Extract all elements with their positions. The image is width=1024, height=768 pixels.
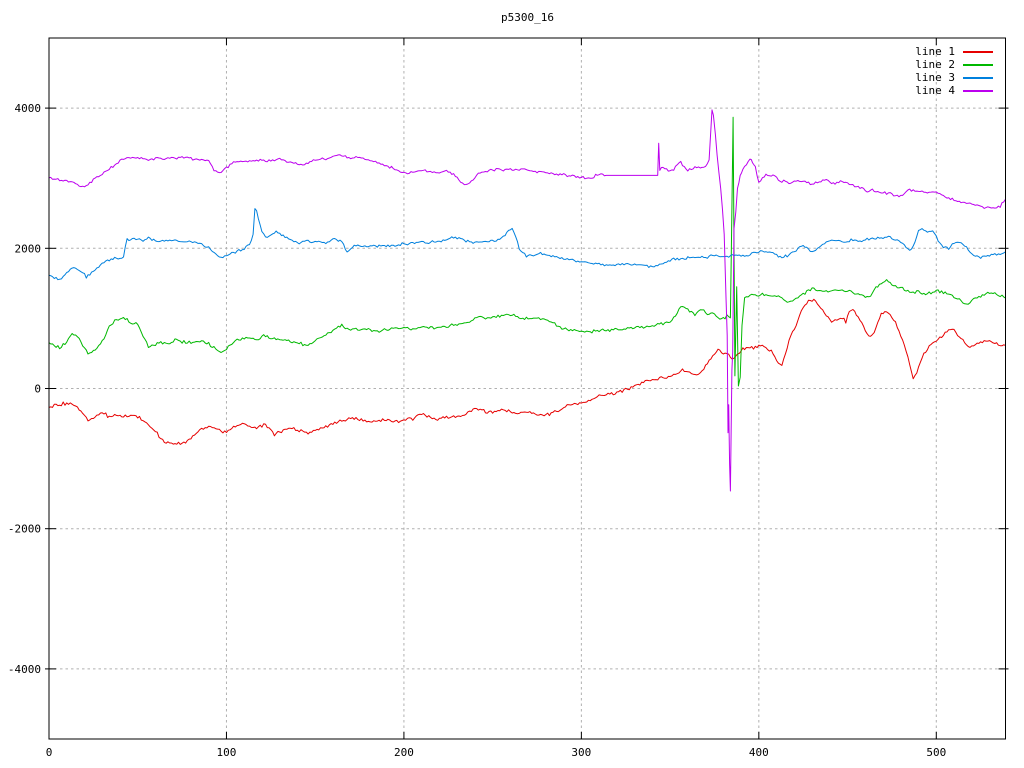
y-tick-label: 4000 bbox=[15, 102, 42, 115]
legend-label: line 1 bbox=[915, 45, 955, 58]
x-tick-label: 500 bbox=[926, 746, 946, 759]
legend-line-sample bbox=[963, 76, 993, 79]
x-tick-label: 0 bbox=[46, 746, 53, 759]
series-line-3 bbox=[48, 208, 1006, 281]
legend-label: line 3 bbox=[915, 71, 955, 84]
legend-line-sample bbox=[963, 89, 993, 92]
legend-label: line 4 bbox=[915, 84, 955, 97]
legend: line 1 line 2 line 3 line 4 bbox=[915, 45, 993, 97]
y-tick-label: -4000 bbox=[8, 663, 41, 676]
x-tick-label: 400 bbox=[749, 746, 769, 759]
series-line-2 bbox=[48, 116, 1006, 387]
legend-line-sample bbox=[963, 50, 993, 53]
legend-entry: line 4 bbox=[915, 84, 993, 97]
y-tick-label: 0 bbox=[34, 383, 41, 396]
x-tick-label: 100 bbox=[217, 746, 237, 759]
legend-entry: line 2 bbox=[915, 58, 993, 71]
legend-label: line 2 bbox=[915, 58, 955, 71]
legend-line-sample bbox=[963, 63, 993, 66]
legend-entry: line 1 bbox=[915, 45, 993, 58]
y-tick-label: 2000 bbox=[15, 242, 42, 255]
series-line-1 bbox=[48, 298, 1006, 445]
legend-entry: line 3 bbox=[915, 71, 993, 84]
x-tick-label: 300 bbox=[571, 746, 591, 759]
y-tick-label: -2000 bbox=[8, 523, 41, 536]
series-line-4 bbox=[48, 109, 1006, 492]
x-tick-label: 200 bbox=[394, 746, 414, 759]
chart-title: p5300_16 bbox=[501, 11, 554, 24]
